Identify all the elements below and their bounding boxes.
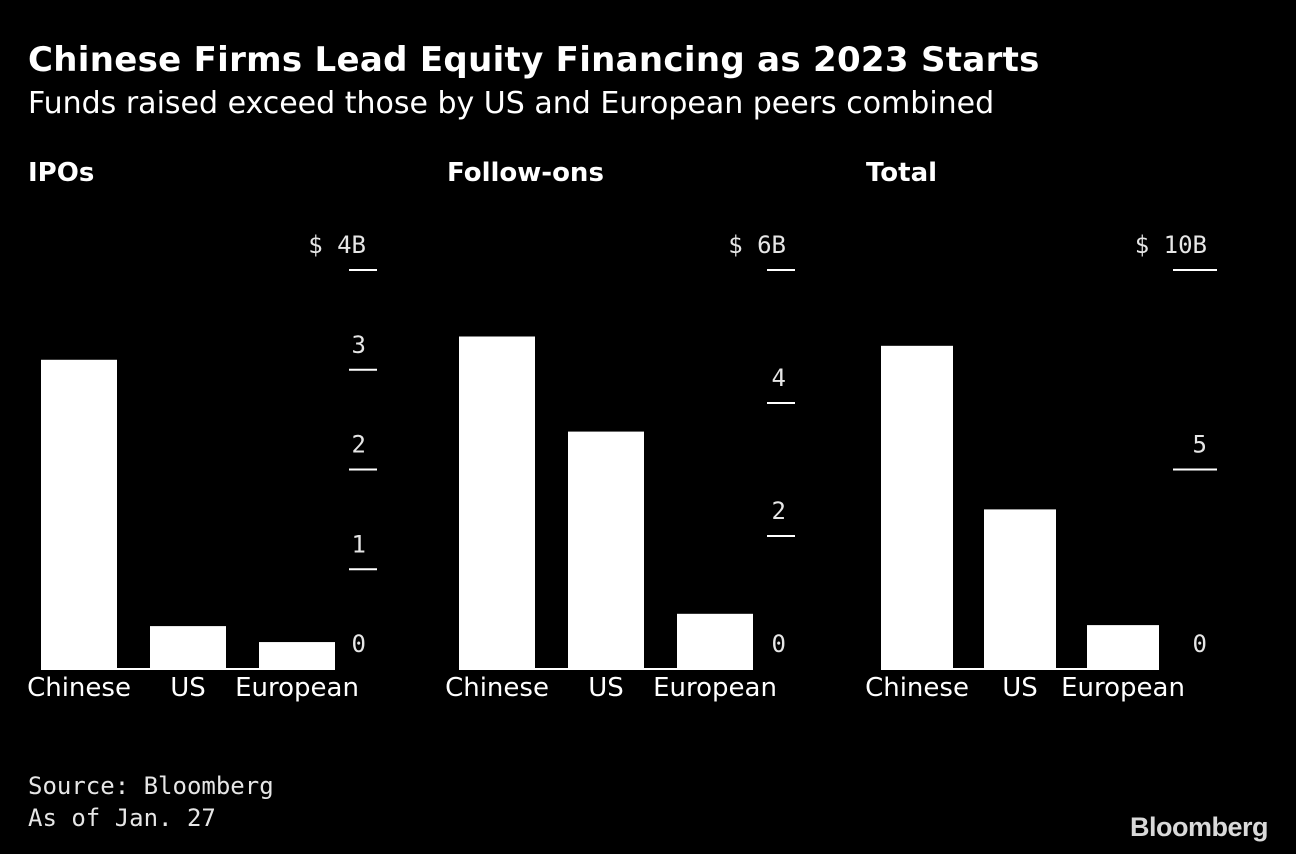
- chart-title: Chinese Firms Lead Equity Financing as 2…: [28, 40, 1040, 80]
- bar-total-chinese: [881, 345, 953, 669]
- bar-follow-ons-us: [568, 431, 644, 669]
- category-label-ipos-european: European: [235, 673, 359, 703]
- panel-follow-ons: Chinese US European 0 2 4 $ 6B: [445, 231, 795, 703]
- panel-ipos: Chinese US European 0 1 2 3 $ 4B: [27, 231, 377, 703]
- bloomberg-logo: Bloomberg: [1129, 812, 1269, 842]
- tick-label-follow-ons-2: 2: [772, 497, 786, 525]
- bar-total-us: [984, 509, 1056, 669]
- bar-total-european: [1087, 625, 1159, 669]
- panel-total: Chinese US European 0 5 $ 10B: [865, 231, 1217, 703]
- panel-title-follow-ons: Follow-ons: [447, 158, 604, 188]
- tick-label-total-5: 5: [1193, 431, 1207, 459]
- bar-ipos-chinese: [41, 359, 117, 669]
- tick-label-ipos-4: $ 4B: [308, 231, 366, 259]
- tick-label-follow-ons-0: 0: [772, 630, 786, 658]
- bar-follow-ons-european: [677, 613, 753, 669]
- category-label-ipos-chinese: Chinese: [27, 673, 131, 703]
- bar-ipos-european: [259, 642, 335, 669]
- category-label-follow-ons-european: European: [653, 673, 777, 703]
- bar-ipos-us: [150, 626, 226, 669]
- panel-title-total: Total: [866, 158, 938, 188]
- category-label-follow-ons-us: US: [588, 673, 624, 703]
- source-note: Source: Bloomberg As of Jan. 27: [28, 770, 274, 834]
- tick-label-total-0: 0: [1193, 630, 1207, 658]
- bar-follow-ons-chinese: [459, 336, 535, 669]
- panel-title-ipos: IPOs: [28, 158, 95, 188]
- tick-label-ipos-3: 3: [352, 331, 366, 359]
- tick-label-ipos-0: 0: [352, 630, 366, 658]
- tick-label-follow-ons-6: $ 6B: [728, 231, 786, 259]
- category-label-total-us: US: [1002, 673, 1038, 703]
- category-label-follow-ons-chinese: Chinese: [445, 673, 549, 703]
- tick-label-ipos-1: 1: [352, 530, 366, 558]
- category-label-total-european: European: [1061, 673, 1185, 703]
- category-label-ipos-us: US: [170, 673, 206, 703]
- chart-subtitle: Funds raised exceed those by US and Euro…: [28, 86, 995, 121]
- tick-label-ipos-2: 2: [352, 431, 366, 459]
- source-text: Source: Bloomberg: [28, 772, 274, 800]
- as-of-text: As of Jan. 27: [28, 804, 216, 832]
- category-label-total-chinese: Chinese: [865, 673, 969, 703]
- tick-label-follow-ons-4: 4: [772, 364, 786, 392]
- tick-label-total-10: $ 10B: [1135, 231, 1207, 259]
